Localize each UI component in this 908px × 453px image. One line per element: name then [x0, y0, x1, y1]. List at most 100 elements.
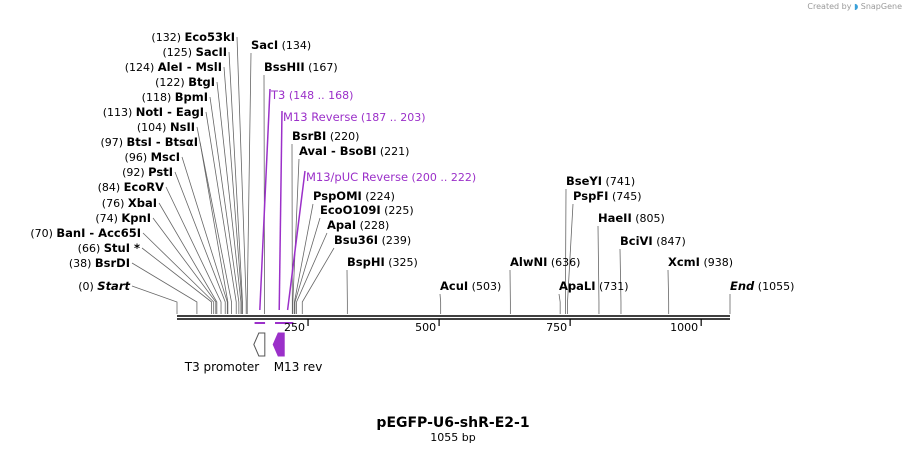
site-position: (104): [137, 121, 170, 134]
svg-text:PspOMI (224): PspOMI (224): [313, 189, 395, 203]
ruler-tick-label: 1000: [670, 321, 698, 334]
svg-text:(96) MscI: (96) MscI: [125, 150, 180, 164]
site-name: BsrDI: [95, 256, 130, 270]
site-name: PspOMI: [313, 189, 362, 203]
svg-text:AcuI (503): AcuI (503): [440, 279, 501, 293]
svg-text:(104) NsII: (104) NsII: [137, 120, 195, 134]
site-position: (167): [305, 61, 338, 74]
site-xcmi: XcmI (938): [668, 255, 733, 269]
snapgene-logo-icon: ◗: [853, 2, 859, 11]
primer-leader: [278, 110, 283, 311]
site-bcivi: BciVI (847): [620, 234, 686, 248]
leader-apali: [558, 293, 561, 314]
site-name: BsrBI: [292, 129, 326, 143]
site-name: BtgI: [188, 75, 215, 89]
leader-bsshii: [263, 74, 265, 314]
svg-text:(118) BpmI: (118) BpmI: [142, 90, 208, 104]
leader-btsi-bts-i: [199, 141, 229, 314]
leader-bsu36i: [301, 247, 335, 314]
feature-arrow-icon: [253, 332, 266, 357]
svg-text:ApaI (228): ApaI (228): [327, 218, 389, 232]
site-bsshii: BssHII (167): [264, 60, 338, 74]
site-position: (239): [378, 234, 411, 247]
site-position: (745): [608, 190, 641, 203]
site-bani-acc65i: (70) BanI - Acc65I: [30, 226, 141, 240]
site-position: (0): [78, 280, 97, 293]
site-labels: (0) Start(38) BsrDI(66) StuI *(70) BanI …: [30, 30, 794, 293]
site-position: (503): [468, 280, 501, 293]
leader-xbai: [158, 202, 218, 314]
leader-kpni: [152, 217, 217, 314]
primer-range: (200 .. 222): [408, 171, 476, 184]
svg-text:HaeII (805): HaeII (805): [598, 211, 665, 225]
site-name: AleI - MslI: [158, 60, 222, 74]
svg-text:(97) BtsI - BtsαI: (97) BtsI - BtsαI: [100, 135, 198, 149]
site-name: Start: [97, 279, 130, 293]
site-haeii: HaeII (805): [598, 211, 665, 225]
svg-text:BssHII (167): BssHII (167): [264, 60, 338, 74]
svg-text:(125) SacII: (125) SacII: [163, 45, 228, 59]
site-psti: (92) PstI: [122, 165, 173, 179]
site-name: SacI: [251, 38, 278, 52]
leader-pspomi: [294, 203, 314, 314]
leader-saci: [246, 52, 252, 314]
site-position: (66): [78, 242, 104, 255]
site-bsrbi: BsrBI (220): [292, 129, 359, 143]
primer-leader: [286, 170, 306, 311]
ruler-tick-1000: 1000: [670, 319, 702, 334]
feature-arrows: T3 promoter M13 rev: [184, 332, 322, 374]
site-position: (76): [102, 197, 128, 210]
site-bsphi: BspHI (325): [347, 255, 418, 269]
svg-text:ApaLI (731): ApaLI (731): [559, 279, 629, 293]
site-btgi: (122) BtgI: [155, 75, 215, 89]
site-alei-msli: (124) AleI - MslI: [125, 60, 222, 74]
svg-text:AvaI - BsoBI (221): AvaI - BsoBI (221): [299, 144, 409, 158]
svg-text:(122) BtgI: (122) BtgI: [155, 75, 215, 89]
watermark: Created by ◗ SnapGene: [807, 2, 902, 11]
site-position: (938): [700, 256, 733, 269]
site-nsii: (104) NsII: [137, 120, 195, 134]
site-name: AcuI: [440, 279, 468, 293]
feature-m13-rev: M13 rev: [272, 332, 322, 374]
site-bseyi: BseYI (741): [566, 174, 635, 188]
site-position: (38): [69, 257, 95, 270]
site-kpni: (74) KpnI: [95, 211, 151, 225]
sequence-backbone: [177, 315, 730, 320]
site-position: (118): [142, 91, 175, 104]
ruler-tick-750: 750: [546, 319, 571, 334]
site-position: (325): [385, 256, 418, 269]
svg-text:(113) NotI - EagI: (113) NotI - EagI: [103, 105, 204, 119]
position-ruler: 250 500 750 1000: [284, 319, 702, 334]
site-position: (96): [125, 151, 151, 164]
svg-text:(92) PstI: (92) PstI: [122, 165, 173, 179]
leader-ecorv: [165, 186, 222, 314]
leader-ecoo109i: [294, 217, 321, 314]
primer-range: (187 .. 203): [357, 111, 425, 124]
leader-stui: [141, 247, 212, 314]
site-acui: AcuI (503): [440, 279, 501, 293]
primer-leader: [259, 88, 271, 311]
primer-name: M13/pUC Reverse: [306, 170, 408, 184]
leader-nsii: [196, 126, 232, 314]
site-name: EcoO109I: [320, 203, 381, 217]
site-saci: SacI (134): [251, 38, 311, 52]
ruler-tick-250: 250: [284, 319, 309, 334]
ruler-tick-500: 500: [415, 319, 440, 334]
site-name: BanI - Acc65I: [56, 226, 141, 240]
site-position: (97): [100, 136, 126, 149]
feature-arrow-icon: [272, 332, 285, 357]
svg-text:BciVI (847): BciVI (847): [620, 234, 686, 248]
primer-m13-puc-reverse: M13/pUC Reverse (200 .. 222): [281, 170, 476, 324]
site-position: (805): [632, 212, 665, 225]
site-sacii: (125) SacII: [163, 45, 228, 59]
site-position: (847): [653, 235, 686, 248]
leader-eco53ki: [236, 36, 247, 314]
leader-btgi: [216, 81, 242, 314]
site-xbai: (76) XbaI: [102, 196, 157, 210]
site-name: Bsu36I: [334, 233, 378, 247]
leader-start: [131, 285, 178, 314]
ruler-tick-label: 750: [546, 321, 567, 334]
site-position: (70): [30, 227, 56, 240]
svg-text:(132) Eco53kI: (132) Eco53kI: [151, 30, 235, 44]
